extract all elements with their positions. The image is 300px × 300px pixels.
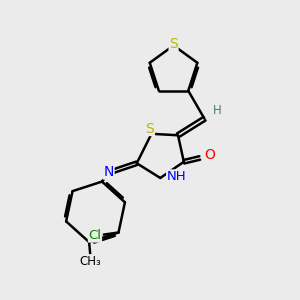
Text: NH: NH xyxy=(167,170,186,183)
Text: S: S xyxy=(169,37,178,51)
Text: N: N xyxy=(103,165,114,179)
Text: Cl: Cl xyxy=(88,229,101,242)
Text: H: H xyxy=(212,104,221,117)
Text: S: S xyxy=(146,122,154,136)
Text: CH₃: CH₃ xyxy=(80,255,101,268)
Text: O: O xyxy=(204,148,215,162)
